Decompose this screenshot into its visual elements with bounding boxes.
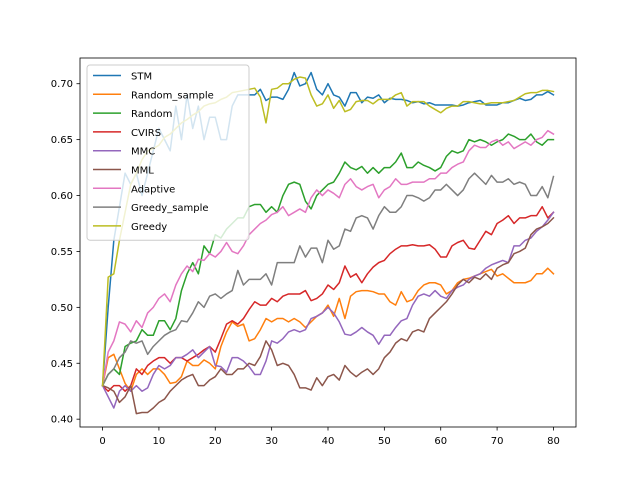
x-tick-label: 40: [322, 436, 335, 447]
legend-label-cvirs: CVIRS: [131, 128, 161, 139]
legend-label-greedy-sample: Greedy_sample: [131, 203, 209, 214]
legend-box: [86, 64, 250, 241]
y-tick-label: 0.55: [51, 247, 73, 258]
legend-label-mmc: MMC: [131, 147, 155, 158]
x-tick-label: 0: [99, 436, 105, 447]
x-tick-label: 50: [378, 436, 391, 447]
legend: STM Random_sample Random CVIRS MMC MML Adaptiv…: [86, 64, 250, 241]
legend-label-stm: STM: [131, 72, 152, 83]
y-tick-label: 0.50: [51, 303, 73, 314]
series-line-random: [101, 133, 555, 387]
x-tick-label: 10: [153, 436, 166, 447]
y-tick-label: 0.60: [51, 191, 73, 202]
axes-layer: 0 10 20 30 40 50 60 70 80 0.40 0.45 0.50 0.55 0.60 0.6…: [51, 57, 577, 447]
series-line-mml: [101, 216, 555, 415]
x-tick-label: 70: [491, 436, 504, 447]
series-line-mmc: [101, 211, 555, 409]
series-line-adaptive: [101, 129, 555, 387]
legend-label-adaptive: Adaptive: [131, 184, 175, 195]
y-tick-label: 0.70: [51, 79, 73, 90]
y-tick-label: 0.45: [51, 359, 73, 370]
x-tick-label: 60: [434, 436, 447, 447]
legend-label-greedy: Greedy: [131, 222, 167, 233]
legend-label-random-sample: Random_sample: [131, 90, 214, 101]
series-line-greedy-sample: [101, 172, 555, 387]
y-tick-label: 0.65: [51, 135, 73, 146]
x-tick-label: 20: [209, 436, 222, 447]
y-tick-label: 0.40: [51, 415, 73, 426]
legend-label-mml: MML: [131, 166, 154, 177]
legend-label-random: Random: [131, 109, 172, 120]
x-tick-label: 80: [547, 436, 560, 447]
x-tick-label: 30: [265, 436, 278, 447]
